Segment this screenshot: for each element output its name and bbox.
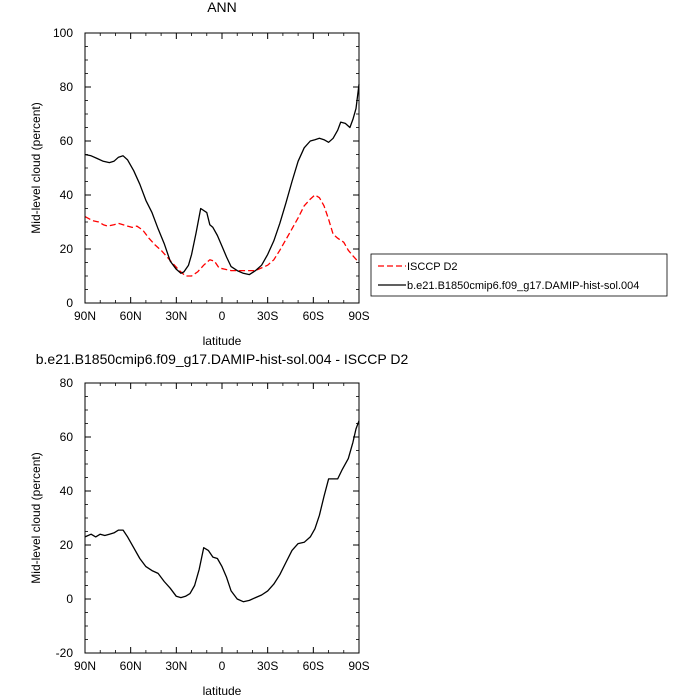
x-tick-label: 60S (303, 659, 324, 673)
y-tick-label: 0 (66, 592, 73, 606)
x-tick-label: 0 (219, 659, 226, 673)
x-tick-label: 90N (74, 309, 96, 323)
axis-ticks-bottom: 90N 60N 30N 0 30S 60S 90S -20 0 20 40 60 80 (56, 376, 370, 673)
x-tick-label: 30N (165, 309, 187, 323)
x-axis-label-top: latitude (203, 334, 242, 348)
x-axis-label-bottom: latitude (203, 684, 242, 698)
series-line-difference (84, 420, 360, 603)
y-tick-label: 60 (60, 134, 74, 148)
y-tick-label: 20 (60, 538, 74, 552)
bottom-panel: b.e21.B1850cmip6.f09_g17.DAMIP-hist-sol.… (29, 351, 408, 698)
y-tick-label: 60 (60, 430, 74, 444)
y-tick-label: 100 (53, 26, 73, 40)
x-tick-label: 60S (303, 309, 324, 323)
y-axis-label-bottom: Mid-level cloud (percent) (29, 452, 43, 583)
chart-title-top: ANN (207, 0, 237, 15)
y-tick-label: 40 (60, 484, 74, 498)
x-tick-label: 90S (348, 659, 369, 673)
legend-box (370, 253, 668, 297)
x-tick-label: 90N (74, 659, 96, 673)
y-axis-label-top: Mid-level cloud (percent) (29, 102, 43, 233)
x-tick-label: 0 (219, 309, 226, 323)
legend-label-isccp: ISCCP D2 (407, 261, 458, 273)
y-tick-label: 40 (60, 188, 74, 202)
x-tick-label: 30S (257, 309, 278, 323)
x-tick-label: 30N (165, 659, 187, 673)
y-tick-label: -20 (56, 646, 74, 660)
y-tick-label: 20 (60, 242, 74, 256)
series-lines-top (84, 84, 360, 277)
y-tick-label: 80 (60, 376, 74, 390)
chart-title-bottom: b.e21.B1850cmip6.f09_g17.DAMIP-hist-sol.… (36, 351, 409, 367)
y-tick-label: 0 (66, 296, 73, 310)
axis-ticks-top: 90N 60N 30N 0 30S 60S 90S 0 20 40 60 80 100 (53, 26, 370, 323)
plot-frame-top (84, 32, 360, 304)
series-line-model (84, 84, 360, 276)
x-tick-label: 60N (120, 659, 142, 673)
plot-frame-bottom (84, 382, 360, 654)
x-tick-label: 90S (348, 309, 369, 323)
series-line-isccp (84, 194, 360, 277)
top-panel: ANN Mid-level cloud (percent) latitude 9… (29, 0, 668, 348)
series-lines-bottom (84, 420, 360, 603)
x-tick-label: 60N (120, 309, 142, 323)
y-tick-label: 80 (60, 80, 74, 94)
legend: ISCCP D2 b.e21.B1850cmip6.f09_g17.DAMIP-… (370, 253, 668, 297)
x-tick-label: 30S (257, 659, 278, 673)
legend-label-model: b.e21.B1850cmip6.f09_g17.DAMIP-hist-sol.… (407, 280, 639, 292)
